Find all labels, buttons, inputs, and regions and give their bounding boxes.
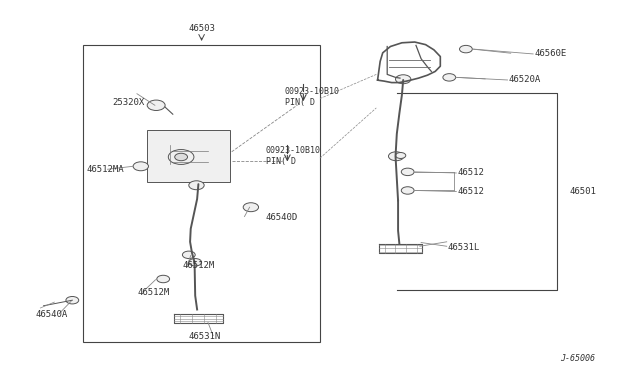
Text: 00923-10B10: 00923-10B10 — [266, 146, 321, 155]
Text: 46531L: 46531L — [448, 243, 480, 252]
Text: J-65006: J-65006 — [560, 354, 595, 363]
Circle shape — [175, 153, 188, 161]
Circle shape — [396, 153, 406, 158]
Text: 46501: 46501 — [570, 187, 596, 196]
Text: 46512M: 46512M — [138, 288, 170, 296]
Text: 46512M: 46512M — [182, 262, 214, 270]
Circle shape — [443, 74, 456, 81]
Text: 46560E: 46560E — [534, 49, 566, 58]
Circle shape — [168, 150, 194, 164]
Text: 00923-10B10: 00923-10B10 — [285, 87, 340, 96]
Circle shape — [460, 45, 472, 53]
Circle shape — [182, 251, 195, 259]
Circle shape — [66, 296, 79, 304]
Text: 46512: 46512 — [458, 169, 484, 177]
Text: 46512: 46512 — [458, 187, 484, 196]
Circle shape — [147, 100, 165, 110]
Circle shape — [396, 75, 411, 84]
Text: 46531N: 46531N — [189, 332, 221, 341]
Circle shape — [401, 168, 414, 176]
Text: 46503: 46503 — [188, 25, 215, 33]
Circle shape — [243, 203, 259, 212]
Circle shape — [388, 152, 404, 161]
Text: 46540D: 46540D — [266, 213, 298, 222]
Text: 46540A: 46540A — [35, 310, 67, 319]
Circle shape — [189, 181, 204, 190]
Circle shape — [189, 259, 202, 266]
Text: 46512MA: 46512MA — [86, 165, 124, 174]
Text: PIN( D: PIN( D — [266, 157, 296, 166]
Text: PIN( D: PIN( D — [285, 98, 315, 107]
Text: 46520A: 46520A — [509, 76, 541, 84]
Circle shape — [157, 275, 170, 283]
Circle shape — [133, 162, 148, 171]
Circle shape — [401, 187, 414, 194]
Text: 25320X: 25320X — [112, 98, 144, 107]
Bar — [147, 130, 230, 182]
Bar — [83, 45, 320, 342]
